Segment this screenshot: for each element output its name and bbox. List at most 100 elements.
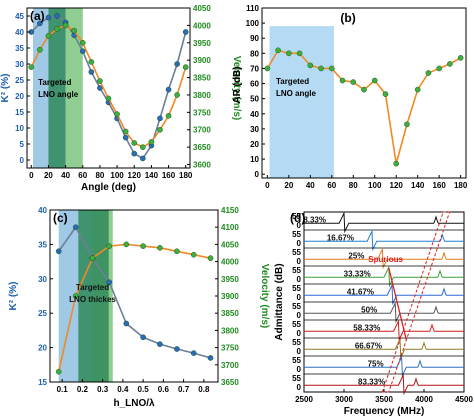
x-tick-label: 3000 [335, 395, 353, 404]
annotation-line-1: Targeted [38, 78, 71, 87]
row-tick-label-top: 55 [292, 284, 301, 293]
row-tick-label-bottom: 0 [297, 347, 302, 356]
data-point [88, 59, 95, 65]
x-tick-label: 120 [128, 171, 142, 180]
y-right-tick-label: 3900 [221, 292, 239, 301]
y-tick-label: 20 [250, 140, 259, 149]
data-point [425, 70, 432, 76]
data-point [414, 86, 421, 93]
y-tick-label: 40 [15, 28, 24, 37]
y-right-tick-label: 3800 [221, 326, 239, 335]
panel-a-chart: 0 20 40 60 80 100 120 140 160 180 0 5 10 15 20 25 30 35 40… [0, 4, 242, 193]
data-point [174, 248, 180, 255]
row-tick-label-bottom: 0 [297, 293, 302, 302]
x-axis-label: Angle (deg) [81, 182, 136, 193]
y-tick-label: 20 [15, 92, 24, 101]
data-point [97, 78, 103, 84]
data-point [55, 368, 62, 375]
annotation-line-2: LNO angle [38, 90, 79, 99]
panel-label: (d) [290, 211, 305, 225]
y-tick-label: 40 [38, 206, 47, 215]
trace-label: 58.33% [353, 323, 380, 332]
data-point [174, 346, 180, 352]
data-point [131, 150, 138, 157]
data-point [105, 95, 112, 102]
data-point [371, 77, 378, 84]
x-axis-label: Frequency (MHz) [344, 406, 425, 417]
data-point [207, 255, 214, 261]
data-point [207, 355, 214, 361]
data-point [89, 255, 96, 261]
series-line-1 [57, 243, 211, 372]
y-right-tick-label: 3750 [221, 344, 239, 353]
y-right-tick-label: 3700 [221, 361, 239, 370]
row-tick-label-bottom: 0 [297, 329, 302, 338]
data-point [157, 245, 163, 251]
y-tick-label: 45 [15, 12, 24, 21]
panel-d-chart: 8.33%55016.67%55025%55033.33%55041.67%55… [274, 211, 473, 417]
data-point [361, 86, 367, 93]
admittance-trace [304, 337, 464, 360]
x-tick-label: 140 [411, 181, 425, 190]
x-tick-label: 120 [390, 181, 404, 190]
y-right-tick-label: 4150 [221, 206, 239, 215]
data-point [72, 224, 79, 230]
panel-label: (b) [340, 11, 355, 25]
row-tick-label-top: 55 [292, 356, 301, 365]
data-point [79, 39, 86, 46]
y-right-axis-label: Velocity (m/s) [259, 264, 270, 328]
x-tick-label: 0.5 [138, 385, 150, 394]
data-point [122, 128, 129, 135]
data-point [45, 14, 52, 21]
y-tick-label: 60 [250, 80, 259, 89]
panel-label: (a) [30, 9, 45, 23]
data-point [165, 113, 172, 119]
admittance-trace [304, 283, 464, 306]
data-point [140, 155, 146, 162]
x-tick-label: 40 [61, 171, 70, 180]
y-tick-label: 100 [246, 19, 260, 28]
spurious-arrow [388, 267, 408, 341]
admittance-trace [304, 355, 464, 378]
y-axis-label: Admittance (dB) [274, 263, 285, 340]
annotation-line-1: Targeted [76, 283, 109, 292]
x-tick-label: 0.1 [57, 385, 69, 394]
y-right-tick-label: 3850 [221, 309, 239, 318]
x-tick-label: 60 [327, 181, 336, 190]
x-tick-label: 3500 [375, 395, 393, 404]
x-tick-label: 0.3 [97, 385, 109, 394]
data-point [106, 243, 113, 249]
plot-frame [26, 7, 191, 169]
series-line-0 [58, 225, 211, 359]
y-tick-label: 15 [38, 378, 47, 387]
y-right-tick-label: 3650 [193, 143, 211, 152]
y-tick-label: 10 [15, 124, 24, 133]
data-point [122, 134, 129, 141]
trace-label: 83.33% [358, 377, 385, 386]
row-tick-label-bottom: 0 [297, 275, 302, 284]
data-point [264, 65, 271, 72]
y-axis-label: K² (%) [8, 282, 19, 311]
row-tick-label-bottom: 0 [297, 365, 302, 374]
x-tick-label: 100 [368, 181, 382, 190]
row-tick-label-top: 55 [292, 338, 301, 347]
data-point [157, 126, 163, 133]
y-axis-label: K² (%) [0, 74, 11, 103]
data-point [174, 92, 180, 98]
annotation-line-2: LNO angle [276, 89, 317, 98]
data-point [190, 350, 197, 356]
row-tick-label-bottom: 0 [297, 221, 302, 230]
y-tick-label: 30 [250, 125, 259, 134]
data-point [37, 20, 43, 27]
y-right-tick-label: 3900 [193, 56, 211, 65]
plot-frame [261, 7, 467, 179]
x-tick-label: 80 [349, 181, 358, 190]
x-tick-label: 180 [179, 171, 193, 180]
data-point [88, 69, 95, 75]
data-point [339, 77, 346, 84]
y-tick-label: 25 [38, 309, 47, 318]
y-right-tick-label: 4050 [221, 240, 239, 249]
data-point [328, 65, 335, 72]
y-tick-label: 0 [20, 156, 25, 165]
trace-label: 41.67% [347, 287, 374, 296]
